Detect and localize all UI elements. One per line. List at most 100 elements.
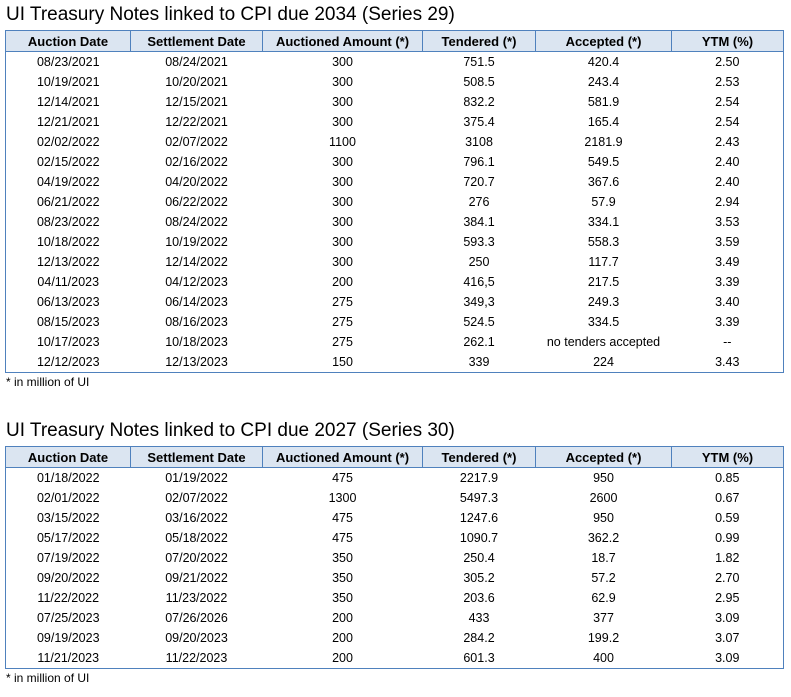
auction-date-cell: 07/25/2023 bbox=[5, 608, 131, 628]
table-row: 03/15/2022 03/16/2022 475 1247.6 950 0.59 bbox=[5, 508, 784, 528]
auction-date-cell: 06/21/2022 bbox=[5, 192, 131, 212]
table-row: 08/15/2023 08/16/2023 275 524.5 334.5 3.39 bbox=[5, 312, 784, 332]
accepted-cell: 18.7 bbox=[591, 551, 616, 565]
table-row: 11/21/2023 11/22/2023 200 601.3 400 3.09 bbox=[5, 648, 784, 669]
table-header-row: Auction Date Settlement Date Auctioned A… bbox=[5, 446, 784, 468]
table-row: 06/21/2022 06/22/2022 300 276 57.9 2.94 bbox=[5, 192, 784, 212]
auction-date-cell: 09/20/2022 bbox=[5, 568, 131, 588]
tendered-cell: 349,3 bbox=[463, 295, 495, 309]
auctioned-amount-cell: 150 bbox=[262, 352, 423, 373]
col-header-ytm: YTM (%) bbox=[671, 446, 784, 468]
auctioned-amount-cell: 300 bbox=[332, 215, 353, 229]
series-29-table-body: 08/23/2021 08/24/2021 300 751.5 420.4 2.50 10/… bbox=[5, 51, 784, 373]
ytm-cell: 3.07 bbox=[671, 628, 784, 648]
auction-date-cell: 10/18/2022 bbox=[5, 232, 131, 252]
series-30-title: UI Treasury Notes linked to CPI due 2027… bbox=[6, 420, 455, 441]
settlement-date-cell: 07/26/2026 bbox=[165, 611, 228, 625]
settlement-date-cell: 02/16/2022 bbox=[165, 155, 228, 169]
auction-date-cell: 04/11/2023 bbox=[5, 272, 131, 292]
auction-date-cell: 12/21/2021 bbox=[5, 112, 131, 132]
auction-date-cell: 08/23/2022 bbox=[5, 212, 131, 232]
tendered-cell: 375.4 bbox=[463, 115, 495, 129]
ytm-cell: 0.67 bbox=[671, 488, 784, 508]
ytm-cell: -- bbox=[671, 332, 784, 352]
auction-date-cell: 03/15/2022 bbox=[5, 508, 131, 528]
accepted-cell: 420.4 bbox=[587, 55, 620, 69]
auction-date-cell: 04/19/2022 bbox=[5, 172, 131, 192]
table-header-row: Auction Date Settlement Date Auctioned A… bbox=[5, 30, 784, 52]
settlement-date-cell: 11/23/2022 bbox=[165, 591, 228, 605]
tendered-cell: 1247.6 bbox=[459, 511, 499, 525]
accepted-cell: 2600 bbox=[589, 491, 618, 505]
auction-date-cell: 12/13/2022 bbox=[5, 252, 131, 272]
settlement-date-cell: 09/20/2023 bbox=[165, 631, 228, 645]
ytm-cell: 2.54 bbox=[671, 112, 784, 132]
tendered-cell: 339 bbox=[422, 352, 536, 373]
col-header-tendered: Tendered (*) bbox=[422, 446, 536, 468]
tendered-cell: 832.2 bbox=[463, 95, 495, 109]
tendered-cell: 796.1 bbox=[463, 155, 495, 169]
table-row: 05/17/2022 05/18/2022 475 1090.7 362.2 0.99 bbox=[5, 528, 784, 548]
table-row: 10/18/2022 10/19/2022 300 593.3 558.3 3.59 bbox=[5, 232, 784, 252]
ytm-cell: 2.53 bbox=[671, 72, 784, 92]
auctioned-amount-cell: 300 bbox=[332, 95, 353, 109]
ytm-cell: 1.82 bbox=[671, 548, 784, 568]
tendered-cell: 5497.3 bbox=[459, 491, 499, 505]
ytm-cell: 3.40 bbox=[671, 292, 784, 312]
accepted-cell: 57.9 bbox=[591, 195, 616, 209]
accepted-cell: 199.2 bbox=[587, 631, 620, 645]
settlement-date-cell: 06/22/2022 bbox=[165, 195, 228, 209]
table-row: 12/21/2021 12/22/2021 300 375.4 165.4 2.54 bbox=[5, 112, 784, 132]
accepted-cell: 334.1 bbox=[587, 215, 620, 229]
auction-date-cell: 05/17/2022 bbox=[5, 528, 131, 548]
tendered-cell: 508.5 bbox=[463, 75, 495, 89]
col-header-auction-date: Auction Date bbox=[5, 446, 131, 468]
accepted-cell: 57.2 bbox=[591, 571, 616, 585]
settlement-date-cell: 07/20/2022 bbox=[165, 551, 228, 565]
table-row: 04/19/2022 04/20/2022 300 720.7 367.6 2.40 bbox=[5, 172, 784, 192]
table-row: 08/23/2021 08/24/2021 300 751.5 420.4 2.50 bbox=[5, 51, 784, 72]
auctioned-amount-cell: 200 bbox=[262, 648, 423, 669]
settlement-date-cell: 04/12/2023 bbox=[165, 275, 228, 289]
table-row: 10/17/2023 10/18/2023 275 262.1 no tenders a… bbox=[5, 332, 784, 352]
settlement-date-cell: 08/24/2021 bbox=[165, 55, 228, 69]
table-row: 02/01/2022 02/07/2022 1300 5497.3 2600 0.67 bbox=[5, 488, 784, 508]
table-row: 10/19/2021 10/20/2021 300 508.5 243.4 2.53 bbox=[5, 72, 784, 92]
auction-date-cell: 02/15/2022 bbox=[5, 152, 131, 172]
tendered-cell: 524.5 bbox=[463, 315, 495, 329]
settlement-date-cell: 11/22/2023 bbox=[130, 648, 263, 669]
settlement-date-cell: 05/18/2022 bbox=[165, 531, 228, 545]
auctioned-amount-cell: 300 bbox=[332, 55, 353, 69]
table-row: 12/12/2023 12/13/2023 150 339 224 3.43 bbox=[5, 352, 784, 373]
auctioned-amount-cell: 300 bbox=[332, 255, 353, 269]
auction-date-cell: 11/21/2023 bbox=[5, 648, 131, 669]
auctioned-amount-cell: 475 bbox=[332, 511, 353, 525]
settlement-date-cell: 01/19/2022 bbox=[165, 471, 228, 485]
ytm-cell: 0.99 bbox=[671, 528, 784, 548]
tendered-cell: 250 bbox=[468, 255, 490, 269]
table-row: 12/14/2021 12/15/2021 300 832.2 581.9 2.54 bbox=[5, 92, 784, 112]
accepted-cell: 362.2 bbox=[587, 531, 620, 545]
accepted-cell: 334.5 bbox=[587, 315, 620, 329]
settlement-date-cell: 02/07/2022 bbox=[165, 135, 228, 149]
ytm-cell: 3.39 bbox=[671, 272, 784, 292]
tendered-cell: 601.3 bbox=[422, 648, 536, 669]
tendered-cell: 720.7 bbox=[463, 175, 495, 189]
col-header-auction-date: Auction Date bbox=[5, 30, 131, 52]
ytm-cell: 2.70 bbox=[671, 568, 784, 588]
settlement-date-cell: 12/13/2023 bbox=[130, 352, 263, 373]
auction-date-cell: 10/19/2021 bbox=[5, 72, 131, 92]
auction-date-cell: 12/14/2021 bbox=[5, 92, 131, 112]
settlement-date-cell: 10/18/2023 bbox=[165, 335, 228, 349]
ytm-cell: 3.09 bbox=[671, 608, 784, 628]
auction-date-cell: 02/01/2022 bbox=[5, 488, 131, 508]
tendered-cell: 751.5 bbox=[463, 55, 495, 69]
ytm-cell: 2.40 bbox=[671, 152, 784, 172]
accepted-cell: 217.5 bbox=[587, 275, 620, 289]
auction-date-cell: 07/19/2022 bbox=[5, 548, 131, 568]
ytm-cell: 2.40 bbox=[671, 172, 784, 192]
accepted-cell: 558.3 bbox=[587, 235, 620, 249]
accepted-cell: 117.7 bbox=[588, 255, 619, 269]
col-header-auctioned-amount: Auctioned Amount (*) bbox=[262, 30, 423, 52]
series-29-title: UI Treasury Notes linked to CPI due 2034… bbox=[6, 4, 455, 25]
